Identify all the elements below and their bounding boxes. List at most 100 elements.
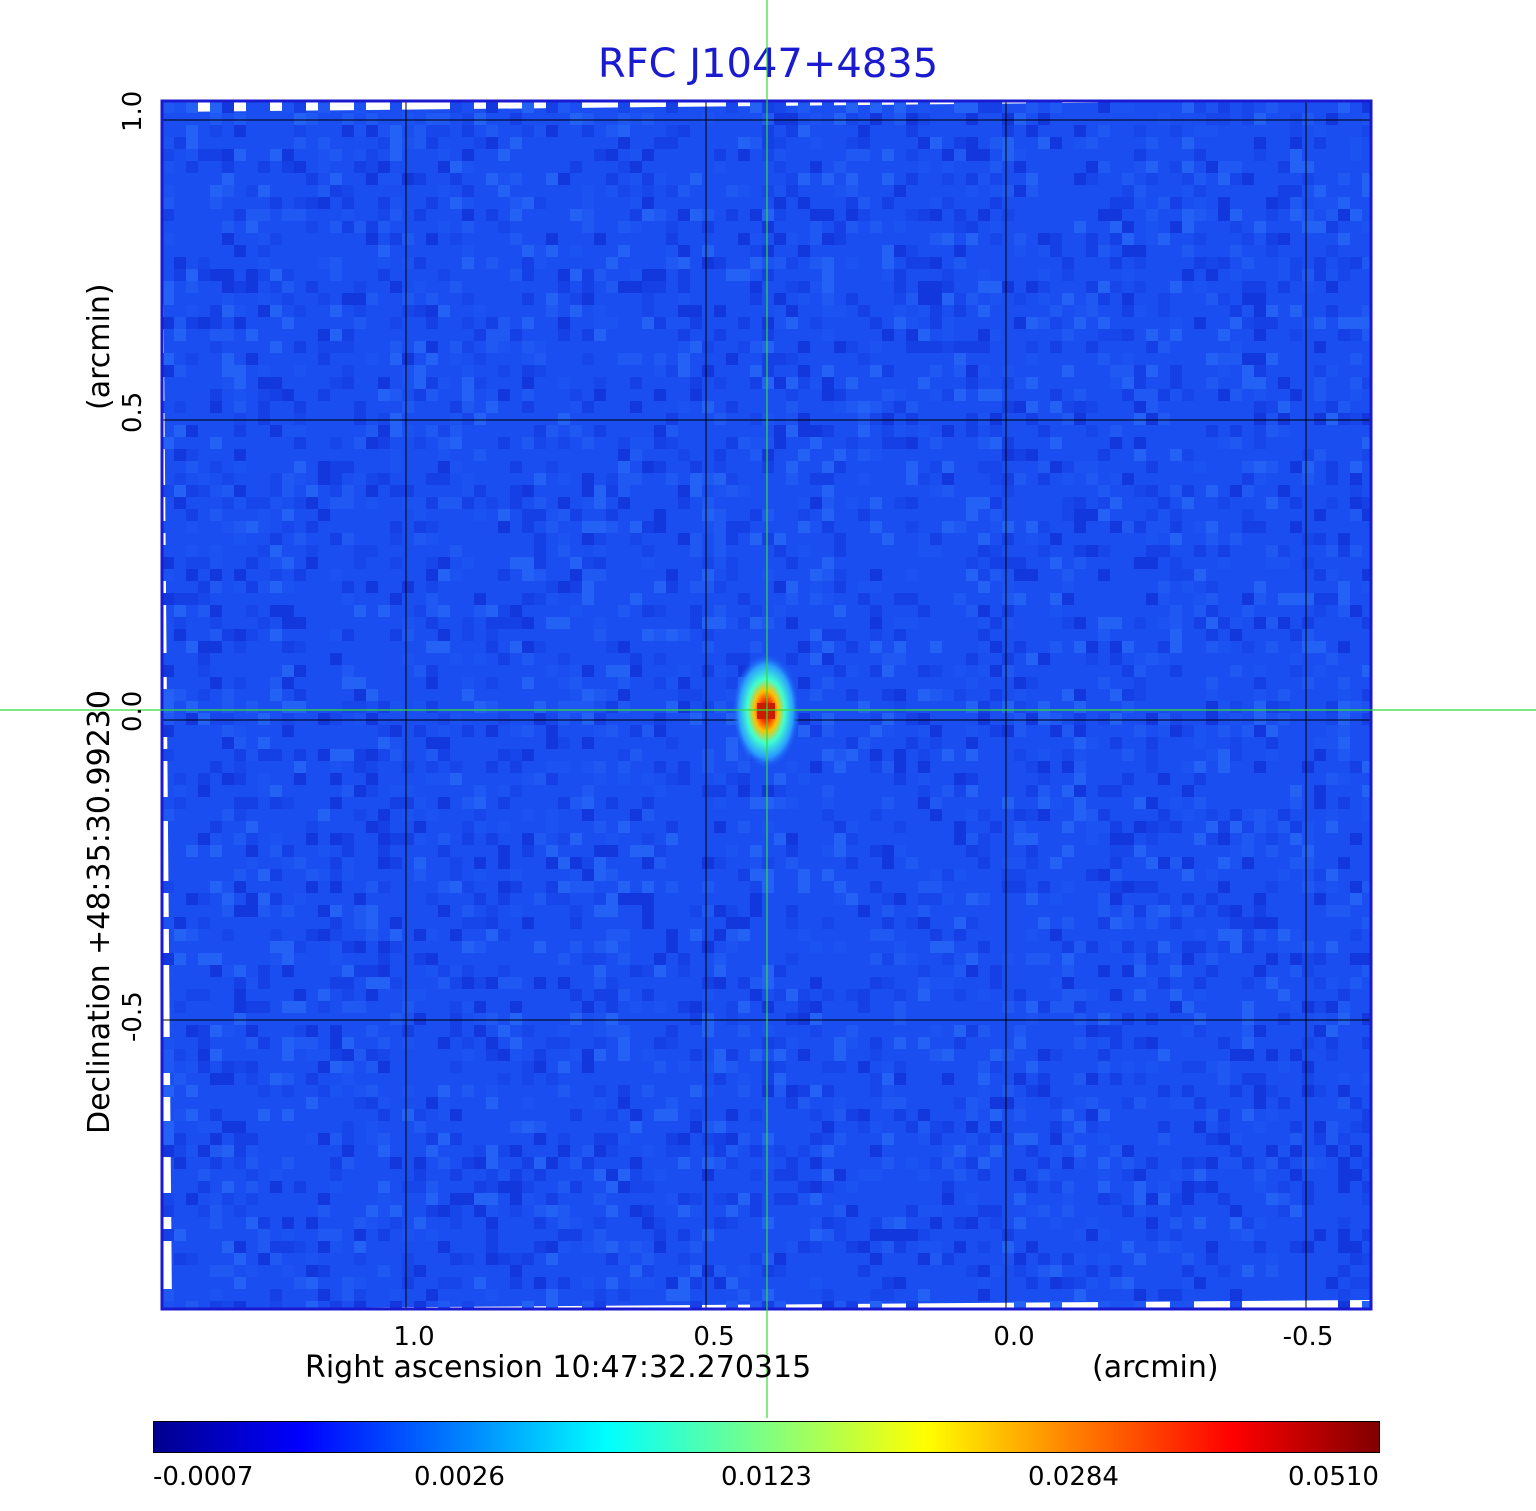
noise-pixel [414,869,426,881]
noise-pixel [630,209,642,221]
noise-pixel [1194,1181,1206,1193]
noise-pixel [882,1121,894,1133]
noise-pixel [690,605,702,617]
noise-pixel [570,1049,582,1061]
noise-pixel [666,221,678,233]
noise-pixel [750,1109,762,1121]
noise-pixel [426,1145,438,1157]
noise-pixel [474,173,486,185]
noise-pixel [474,305,486,317]
noise-pixel [642,1253,654,1265]
noise-pixel [582,497,594,509]
noise-pixel [822,785,834,797]
noise-pixel [222,485,234,497]
noise-pixel [882,1289,894,1301]
noise-pixel [654,437,666,449]
noise-pixel [834,845,846,857]
noise-pixel [834,833,846,845]
noise-pixel [1266,917,1278,929]
noise-pixel [990,857,1002,869]
noise-pixel [162,233,174,245]
noise-pixel [594,893,606,905]
noise-pixel [1074,389,1086,401]
noise-pixel [1254,413,1266,425]
noise-pixel [1182,101,1194,113]
noise-pixel [798,125,810,137]
noise-pixel [786,461,798,473]
x-tick-label: -0.5 [1282,1322,1334,1352]
noise-pixel [942,1181,954,1193]
noise-pixel [930,293,942,305]
noise-pixel [1338,1157,1350,1169]
noise-pixel [462,401,474,413]
noise-pixel [1074,1277,1086,1289]
noise-pixel [414,209,426,221]
noise-pixel [462,389,474,401]
noise-pixel [222,521,234,533]
noise-pixel [1182,989,1194,1001]
noise-pixel [762,1301,774,1309]
noise-pixel [234,725,246,737]
noise-pixel [546,1289,558,1301]
noise-pixel [1230,485,1242,497]
noise-pixel [1194,725,1206,737]
noise-pixel [1158,905,1170,917]
noise-pixel [954,965,966,977]
noise-pixel [498,521,510,533]
noise-pixel [1086,233,1098,245]
noise-pixel [318,713,330,725]
noise-pixel [1290,1169,1302,1181]
noise-pixel [498,785,510,797]
noise-pixel [522,1121,534,1133]
noise-pixel [726,845,738,857]
noise-pixel [906,341,918,353]
noise-pixel [174,1157,186,1169]
noise-pixel [642,185,654,197]
noise-pixel [774,1145,786,1157]
noise-pixel [354,1277,366,1289]
noise-pixel [810,113,822,125]
noise-pixel [258,377,270,389]
noise-pixel [1194,773,1206,785]
noise-pixel [786,1193,798,1205]
noise-pixel [726,749,738,761]
noise-pixel [1206,425,1218,437]
noise-pixel [1362,1253,1371,1265]
noise-pixel [1122,665,1134,677]
noise-pixel [882,329,894,341]
noise-pixel [1062,569,1074,581]
noise-pixel [1338,1265,1350,1277]
noise-pixel [234,881,246,893]
noise-pixel [366,917,378,929]
noise-pixel [1098,965,1110,977]
noise-pixel [198,1181,210,1193]
noise-pixel [606,509,618,521]
noise-pixel [1122,749,1134,761]
noise-pixel [1230,437,1242,449]
noise-pixel [1338,905,1350,917]
noise-pixel [1218,305,1230,317]
noise-pixel [258,497,270,509]
noise-pixel [402,809,414,821]
noise-pixel [1314,665,1326,677]
noise-pixel [486,593,498,605]
noise-pixel [474,1001,486,1013]
noise-pixel [870,1253,882,1265]
noise-pixel [1098,629,1110,641]
noise-pixel [414,341,426,353]
noise-pixel [1194,377,1206,389]
noise-pixel [1290,1073,1302,1085]
noise-pixel [1110,425,1122,437]
noise-pixel [378,881,390,893]
noise-pixel [846,689,858,701]
noise-pixel [654,1241,666,1253]
noise-pixel [966,569,978,581]
noise-pixel [498,149,510,161]
noise-pixel [162,1037,174,1049]
noise-pixel [306,1037,318,1049]
noise-pixel [1338,989,1350,1001]
noise-pixel [774,1241,786,1253]
noise-pixel [486,1097,498,1109]
noise-pixel [162,1061,174,1073]
